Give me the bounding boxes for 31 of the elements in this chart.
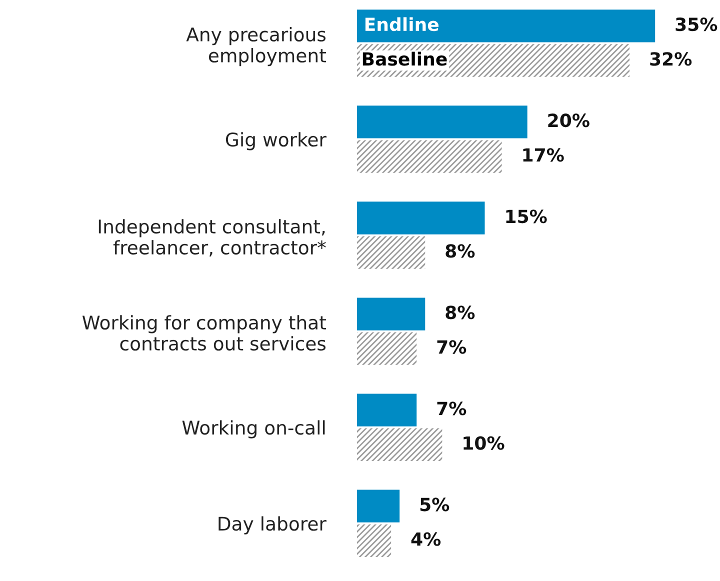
data-label: 8% [446,306,475,320]
data-label: 15% [506,210,547,224]
y-tick-label: Independent consultant, freelancer, contractor* [98,219,326,257]
data-label: 32% [650,52,692,66]
bar [357,202,485,234]
bar [357,524,392,557]
data-label: 17% [523,148,564,162]
series-label: Baseline [362,52,447,66]
bar [357,140,502,173]
data-label: 7% [437,340,466,354]
series-label: Endline [365,17,439,32]
y-tick-label: Day laborer [218,516,326,534]
data-label: 7% [437,402,466,416]
y-tick-label: Gig worker [226,132,326,150]
bar [357,490,400,522]
bar [357,236,426,269]
data-label: 10% [464,436,504,450]
y-tick-label: Working on-call [182,420,325,438]
data-label: 35% [676,18,718,32]
bar [357,298,426,330]
data-label: 4% [411,532,441,546]
y-tick-label: Working for company that contracts out services [82,315,326,351]
data-label: 5% [420,498,450,512]
y-tick-label: Any precarious employment [186,27,326,66]
bar [357,332,417,365]
data-label: 8% [446,244,475,258]
bar [357,106,528,138]
bar [357,428,442,461]
bar [357,394,417,426]
bar [357,10,656,42]
data-label: 20% [548,114,590,128]
